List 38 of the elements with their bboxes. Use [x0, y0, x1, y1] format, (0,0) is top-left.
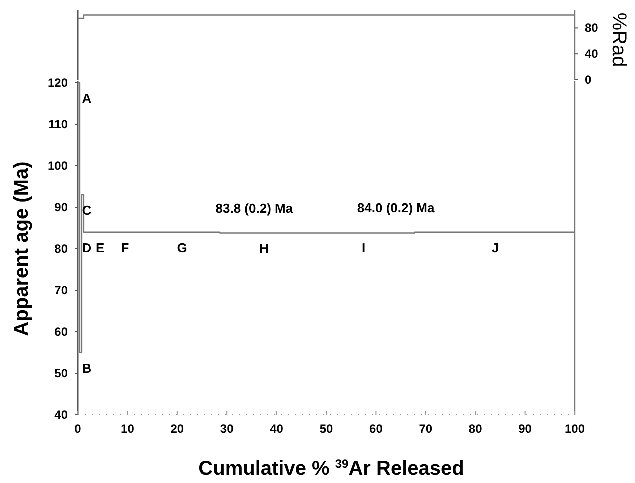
x-tick-label: 40: [270, 422, 284, 436]
y-tick-label: 50: [54, 366, 68, 380]
x-tick-label: 20: [170, 422, 184, 436]
annotation: C: [82, 203, 92, 218]
x-tick-label: 10: [121, 422, 135, 436]
y-tick-label: 70: [54, 284, 68, 298]
x-tick-label: 30: [220, 422, 234, 436]
annotation: B: [82, 360, 92, 376]
annotation: F: [121, 240, 130, 256]
annotation: J: [492, 240, 500, 256]
annotation: A: [82, 91, 92, 106]
y-tick-label: 80: [585, 21, 599, 36]
y-axis-title: Apparent age (Ma): [11, 162, 33, 336]
y-tick-label: 0: [585, 73, 592, 87]
x-tick-label: 100: [564, 422, 586, 436]
y-tick-label: 100: [48, 159, 68, 173]
annotation: 84.0 (0.2) Ma: [357, 200, 436, 216]
y-tick-label: 80: [54, 242, 68, 256]
annotation: G: [177, 240, 188, 256]
y-tick-label: 90: [54, 200, 68, 214]
annotation: D: [82, 240, 92, 256]
annotation: 83.8 (0.2) Ma: [216, 201, 294, 216]
y-tick-label: 40: [585, 47, 599, 62]
x-tick-label: 50: [320, 422, 334, 436]
y-axis-title: %Rad: [608, 12, 630, 68]
annotation: I: [362, 240, 366, 256]
y-tick-label: 40: [54, 408, 68, 422]
x-tick-label: 80: [468, 422, 483, 436]
y-tick-label: 110: [48, 118, 68, 132]
x-tick-label: 0: [74, 422, 82, 436]
x-tick-label: 60: [370, 422, 384, 436]
annotation: E: [96, 240, 106, 256]
x-axis-title: Cumulative % $^{39}$Ar Released: [198, 457, 464, 480]
x-tick-label: 70: [419, 422, 433, 436]
y-tick-label: 60: [54, 325, 68, 339]
x-tick-label: 90: [518, 422, 532, 436]
y-tick-label: 120: [48, 76, 68, 90]
annotation: H: [260, 241, 270, 256]
